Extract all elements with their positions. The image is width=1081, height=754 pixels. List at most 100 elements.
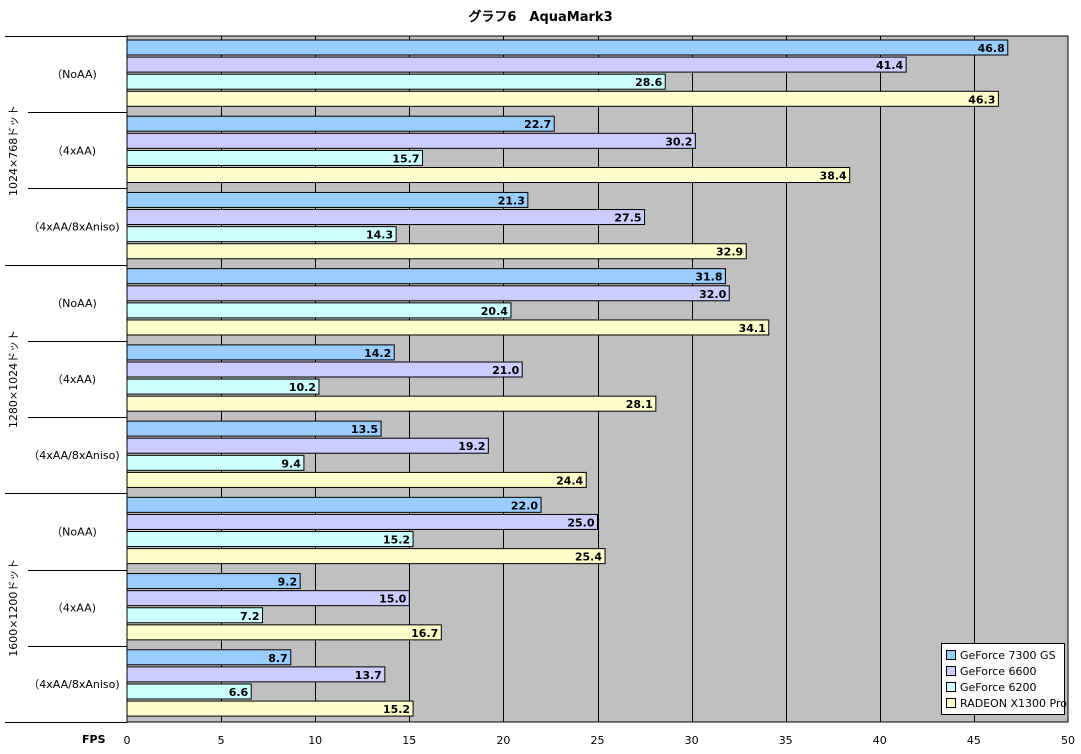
bar <box>126 700 414 717</box>
x-tick-label: 25 <box>591 734 605 747</box>
bar <box>126 90 999 107</box>
legend-swatch <box>946 682 956 692</box>
data-label: 6.6 <box>229 686 249 699</box>
chart-title: グラフ6 AquaMark3 <box>468 10 613 25</box>
data-label: 34.1 <box>739 322 766 335</box>
legend-label: GeForce 7300 GS <box>960 648 1056 662</box>
data-label: 9.2 <box>278 576 298 589</box>
data-label: 20.4 <box>481 305 508 318</box>
legend-swatch <box>946 666 956 676</box>
bar <box>126 209 646 226</box>
bar <box>126 39 1009 56</box>
bar <box>126 149 423 166</box>
data-label: 46.3 <box>968 93 995 106</box>
data-label: 32.9 <box>716 246 743 259</box>
category-label: （4xAA/8xAniso) <box>28 449 119 462</box>
bar <box>126 649 292 666</box>
bar <box>126 361 523 378</box>
data-label: 21.0 <box>492 364 519 377</box>
data-label: 22.0 <box>511 499 538 512</box>
data-label: 7.2 <box>240 610 260 623</box>
category-label: （4xAA) <box>52 144 96 157</box>
bar <box>126 471 587 488</box>
category-label: （4xAA) <box>52 373 96 386</box>
data-label: 10.2 <box>289 381 316 394</box>
bar <box>126 607 264 624</box>
bar <box>126 378 320 395</box>
data-label: 22.7 <box>524 118 551 131</box>
legend-label: GeForce 6600 <box>960 664 1037 678</box>
bar <box>126 268 726 285</box>
bar <box>126 590 410 607</box>
bar <box>126 115 555 132</box>
category-label: （NoAA) <box>51 525 97 538</box>
data-label: 38.4 <box>820 170 847 183</box>
category-label: （4xAA/8xAniso) <box>28 221 119 234</box>
x-tick-label: 45 <box>967 734 981 747</box>
data-label: 14.3 <box>366 229 393 242</box>
data-label: 41.4 <box>876 59 903 72</box>
bar <box>126 666 386 683</box>
data-label: 28.6 <box>635 76 662 89</box>
data-label: 16.7 <box>411 627 438 640</box>
x-tick-label: 10 <box>308 734 322 747</box>
data-label: 8.7 <box>268 652 288 665</box>
category-label: （4xAA) <box>52 602 96 615</box>
data-label: 30.2 <box>665 135 692 148</box>
legend-item: RADEON X1300 Pro <box>946 695 1067 711</box>
bar <box>126 454 305 471</box>
category-label: （4xAA/8xAniso) <box>28 678 119 691</box>
legend-label: RADEON X1300 Pro <box>960 696 1068 710</box>
bar <box>126 167 851 184</box>
legend-swatch <box>946 698 956 708</box>
data-label: 27.5 <box>614 212 641 225</box>
x-tick-label: 0 <box>124 734 131 747</box>
data-label: 25.4 <box>575 551 602 564</box>
x-tick-label: 35 <box>779 734 793 747</box>
bar <box>126 302 512 319</box>
bar <box>126 243 747 260</box>
bar <box>126 73 666 90</box>
data-label: 15.2 <box>383 703 410 716</box>
bar <box>126 226 397 243</box>
bar <box>126 344 395 361</box>
x-tick-label: 5 <box>218 734 225 747</box>
data-label: 19.2 <box>458 440 485 453</box>
bar <box>126 56 907 73</box>
bar <box>126 395 657 412</box>
legend-swatch <box>946 650 956 660</box>
x-tick-label: 40 <box>873 734 887 747</box>
bar <box>126 319 770 336</box>
legend-item: GeForce 7300 GS <box>946 647 1060 663</box>
data-label: 15.0 <box>379 593 406 606</box>
bar <box>126 624 442 641</box>
data-label: 13.5 <box>351 423 378 436</box>
x-tick-label: 50 <box>1061 734 1075 747</box>
bar <box>126 437 489 454</box>
bar <box>126 132 696 149</box>
x-tick-label: 20 <box>496 734 510 747</box>
x-tick-label: 15 <box>402 734 416 747</box>
legend-label: GeForce 6200 <box>960 680 1037 694</box>
legend: GeForce 7300 GS GeForce 6600 GeForce 6200 R… <box>941 643 1067 715</box>
x-tick-label: 30 <box>685 734 699 747</box>
group-label: 1280×1024ドット <box>7 330 20 428</box>
data-label: 24.4 <box>556 474 583 487</box>
bar <box>126 531 414 548</box>
data-label: 28.1 <box>626 398 653 411</box>
legend-item: GeForce 6200 <box>946 679 1060 695</box>
bar <box>126 513 598 530</box>
bar <box>126 683 252 700</box>
data-label: 15.2 <box>383 534 410 547</box>
category-label: （NoAA) <box>51 68 97 81</box>
bar <box>126 573 301 590</box>
data-label: 25.0 <box>567 516 594 529</box>
x-axis-label: FPS <box>82 733 106 746</box>
group-label: 1600×1200ドット <box>7 559 20 657</box>
bar <box>126 191 529 208</box>
data-label: 31.8 <box>695 271 722 284</box>
data-label: 15.7 <box>392 152 419 165</box>
bar <box>126 548 606 565</box>
data-label: 13.7 <box>355 669 382 682</box>
